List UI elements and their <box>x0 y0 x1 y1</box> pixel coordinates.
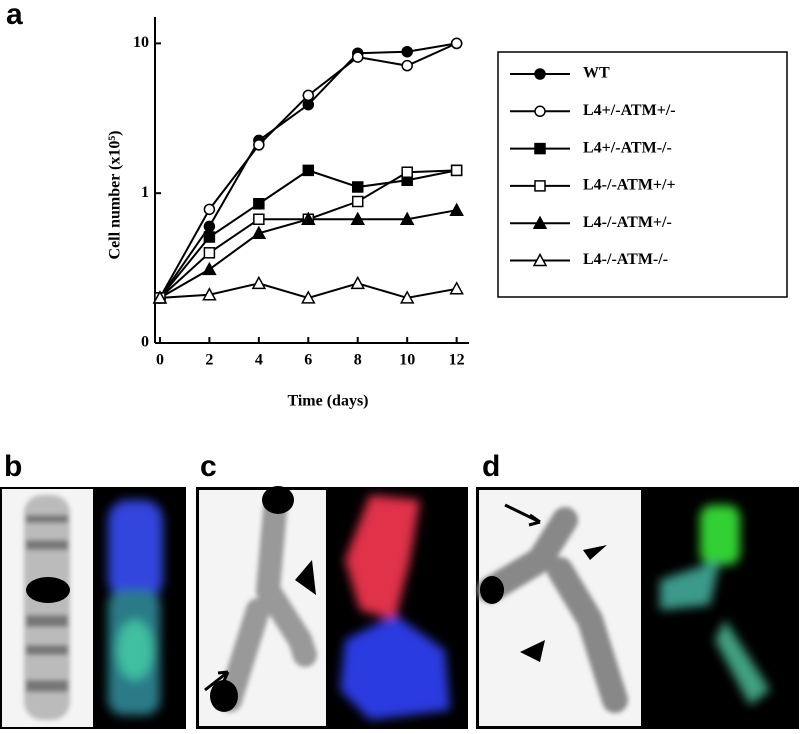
panel-label: b <box>4 450 22 483</box>
y-axis-label: Cell number (x10⁵) <box>107 131 124 260</box>
x-axis-label: Time (days) <box>287 393 368 410</box>
marker <box>203 220 216 233</box>
marker <box>251 225 267 240</box>
marker <box>202 261 217 276</box>
panel-label: a <box>6 0 23 31</box>
marker <box>251 275 267 290</box>
marker <box>302 164 315 177</box>
micrograph-b <box>0 487 186 729</box>
marker <box>401 45 413 58</box>
legend-marker <box>532 215 548 229</box>
x-tick-label: 4 <box>255 352 263 369</box>
marker <box>203 203 216 216</box>
marker <box>152 290 168 304</box>
legend-label: WT <box>583 65 610 82</box>
panel-label: d <box>482 450 500 483</box>
legend-box <box>497 51 788 298</box>
marker <box>301 211 316 225</box>
marker <box>350 211 366 225</box>
marker <box>399 290 415 304</box>
legend-marker <box>534 68 546 80</box>
legend-label: L4-/-ATM+/+ <box>583 177 676 194</box>
y-tick-label: 10 <box>133 34 149 51</box>
x-tick-label: 8 <box>354 352 362 369</box>
marker <box>302 98 315 111</box>
legend-marker <box>534 142 546 155</box>
x-tick-label: 0 <box>156 352 164 369</box>
panel-label: c <box>200 450 217 483</box>
legend-label: L4+/-ATM+/- <box>583 102 676 119</box>
micrograph-d <box>476 487 799 729</box>
marker <box>399 211 415 225</box>
micrograph-c <box>196 486 468 729</box>
legend-marker <box>532 252 548 267</box>
marker <box>253 198 265 210</box>
marker <box>401 166 413 178</box>
marker <box>401 59 413 72</box>
y-tick-label: 0 <box>141 334 149 351</box>
legend-marker <box>534 105 546 118</box>
x-tick-label: 12 <box>449 352 465 369</box>
legend-label: L4-/-ATM+/- <box>583 214 672 231</box>
x-tick-label: 6 <box>304 352 312 369</box>
legend-label: L4-/-ATM-/- <box>583 251 668 268</box>
marker <box>202 287 217 301</box>
x-tick-label: 2 <box>205 352 213 369</box>
marker <box>302 89 315 102</box>
legend-marker <box>534 180 546 192</box>
marker <box>449 202 464 216</box>
y-tick-label: 1 <box>141 184 149 201</box>
marker <box>449 281 464 295</box>
marker <box>351 51 364 63</box>
marker <box>203 231 216 243</box>
marker <box>351 181 364 193</box>
legend-label: L4+/-ATM-/- <box>583 139 672 156</box>
marker <box>301 290 316 304</box>
marker <box>450 37 463 50</box>
marker <box>450 164 463 177</box>
marker <box>253 213 265 225</box>
marker <box>203 247 216 259</box>
x-tick-label: 10 <box>399 352 415 369</box>
marker <box>351 195 364 208</box>
marker <box>253 139 265 151</box>
marker <box>350 275 366 290</box>
